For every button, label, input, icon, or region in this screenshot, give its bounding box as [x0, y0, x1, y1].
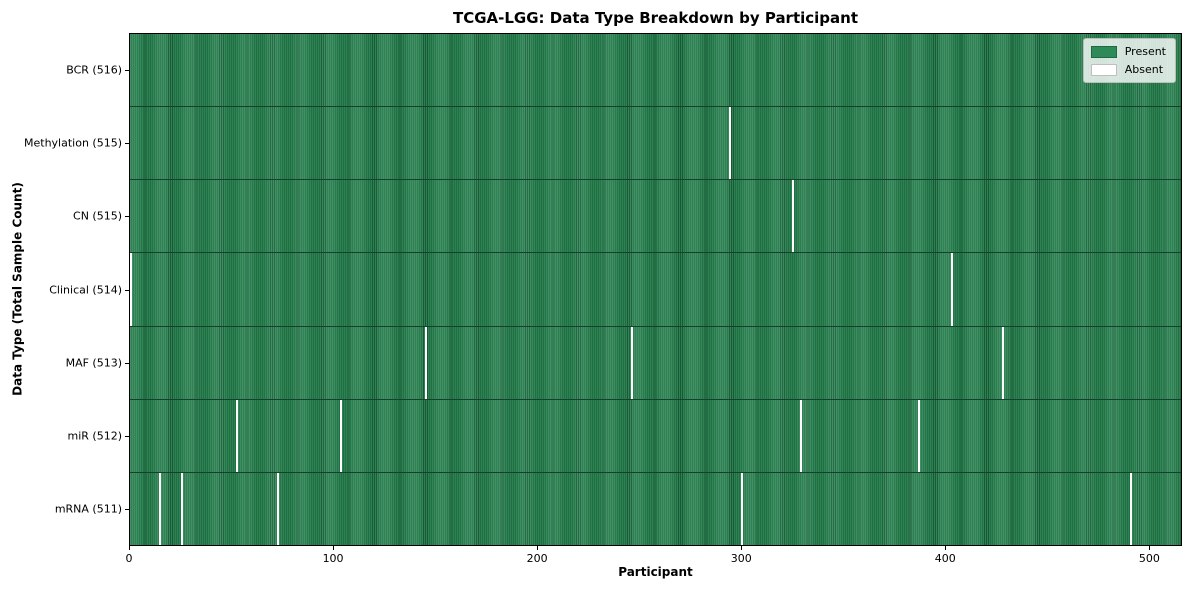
absent-gap-mRNA-14: [158, 472, 161, 545]
ytick-label-miR: miR (512): [67, 429, 123, 443]
heatmap-row-Methylation: [130, 106, 1181, 180]
absent-swatch: [1090, 63, 1117, 76]
legend-label-absent: Absent: [1124, 63, 1164, 76]
ytick-label-BCR: BCR (516): [66, 63, 122, 77]
heatmap-row-Clinical: [130, 252, 1181, 326]
heatmap-row-miR: [130, 398, 1181, 472]
plot-area: Present Absent: [129, 33, 1182, 546]
xtick-mark-200: [537, 546, 539, 550]
xtick-mark-300: [741, 546, 743, 550]
ytick-mark-CN: [125, 216, 129, 218]
ytick-label-MAF: MAF (513): [65, 356, 122, 370]
xtick-mark-100: [333, 546, 335, 550]
ytick-mark-Methylation: [125, 142, 129, 144]
ytick-mark-mRNA: [125, 509, 129, 511]
ytick-label-Clinical: Clinical (514): [49, 283, 122, 296]
absent-gap-mRNA-491: [1130, 472, 1133, 545]
heatmap-row-mRNA: [130, 471, 1181, 545]
ytick-mark-miR: [125, 436, 129, 438]
xtick-label-300: 300: [730, 552, 752, 565]
xtick-label-200: 200: [526, 552, 548, 565]
ytick-mark-MAF: [125, 362, 129, 364]
xtick-label-500: 500: [1138, 552, 1160, 565]
absent-gap-mRNA-25: [180, 472, 183, 545]
ytick-label-CN: CN (515): [73, 209, 122, 223]
xtick-mark-500: [1149, 546, 1151, 550]
heatmap-row-CN: [130, 179, 1181, 253]
xtick-mark-400: [945, 546, 947, 550]
present-swatch: [1090, 45, 1117, 58]
absent-gap-miR-103: [339, 399, 342, 472]
absent-gap-MAF-246: [631, 326, 634, 399]
legend-entry-absent: Absent: [1090, 63, 1166, 76]
ytick-mark-Clinical: [125, 289, 129, 291]
heatmap-row-MAF: [130, 325, 1181, 399]
absent-gap-mRNA-300: [741, 472, 744, 545]
absent-gap-CN-325: [791, 180, 794, 253]
legend-entry-present: Present: [1090, 45, 1166, 58]
legend-label-present: Present: [1124, 45, 1166, 58]
xtick-mark-0: [129, 546, 130, 550]
absent-gap-Clinical-0: [130, 253, 133, 326]
ytick-label-Methylation: Methylation (515): [24, 136, 122, 150]
absent-gap-miR-387: [918, 399, 921, 472]
legend: Present Absent: [1082, 38, 1176, 83]
absent-gap-miR-329: [800, 399, 803, 472]
absent-gap-MAF-428: [1001, 326, 1004, 399]
absent-gap-Clinical-403: [950, 253, 953, 326]
x-axis-label: Participant: [618, 565, 693, 579]
chart-title: TCGA-LGG: Data Type Breakdown by Partici…: [452, 9, 859, 27]
xtick-label-100: 100: [322, 552, 344, 565]
ytick-mark-BCR: [125, 69, 129, 71]
heatmap-row-BCR: [130, 34, 1181, 107]
absent-gap-Methylation-294: [728, 107, 731, 180]
heatmap-rows: [130, 34, 1181, 545]
ytick-label-mRNA: mRNA (511): [54, 502, 122, 516]
absent-gap-mRNA-72: [276, 472, 279, 545]
xtick-label-0: 0: [125, 552, 133, 565]
absent-gap-MAF-145: [425, 326, 428, 399]
absent-gap-miR-52: [235, 399, 238, 472]
xtick-label-400: 400: [934, 552, 956, 565]
